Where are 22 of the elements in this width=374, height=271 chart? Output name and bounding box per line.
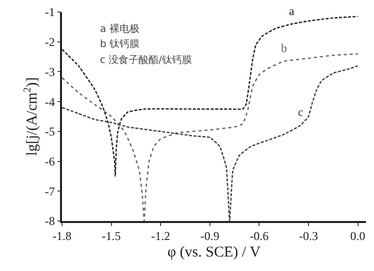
series-label: b: [281, 41, 287, 55]
series-label: c: [298, 105, 304, 119]
series-label: a: [289, 4, 295, 18]
annotation: b 钛钙膜: [100, 38, 140, 50]
y-tick-label: -8: [44, 214, 55, 228]
x-tick-label: -0.9: [200, 229, 220, 244]
x-tick-label: -1.5: [102, 229, 121, 244]
x-tick-label: -1.2: [151, 229, 170, 244]
y-tick-label: -2: [44, 35, 55, 50]
x-tick-label: -1.8: [52, 229, 72, 244]
y-tick-label: -1: [44, 5, 55, 20]
y-tick-label: -7: [44, 184, 55, 198]
annotation: a 裸电极: [100, 23, 140, 35]
annotation: c 没食子酸酯/钛钙膜: [100, 54, 192, 66]
y-tick-label: -5: [44, 124, 55, 139]
y-tick-label: -6: [44, 154, 55, 168]
x-tick-label: 0.0: [350, 229, 366, 244]
y-tick-label: -3: [44, 64, 55, 79]
x-tick-label: -0.3: [298, 229, 318, 244]
x-tick-label: -0.6: [250, 229, 269, 244]
x-axis-title: φ (vs. SCE) / V: [167, 244, 261, 261]
y-tick-label: -4: [44, 94, 55, 109]
